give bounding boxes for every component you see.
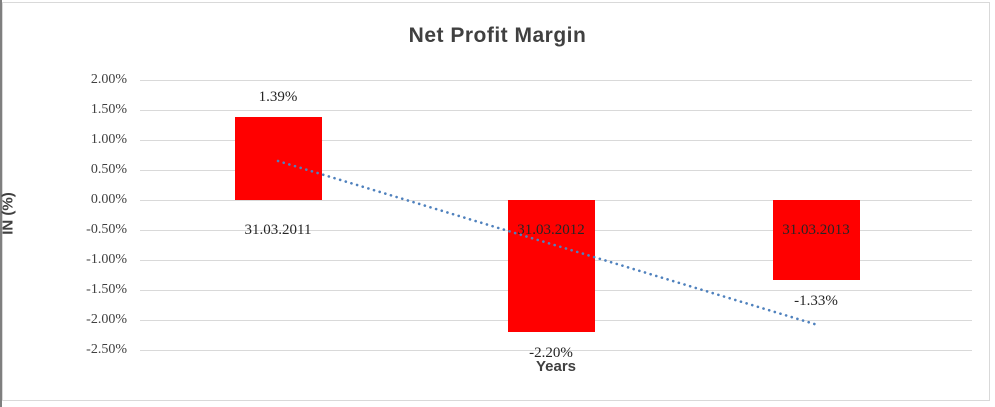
gridline <box>140 349 972 351</box>
data-label[interactable]: -1.33% <box>794 292 838 309</box>
bar-31.03.2011[interactable] <box>234 116 322 200</box>
y-tick-label: 1.50% <box>90 102 127 117</box>
y-tick-label: -2.50% <box>86 342 127 357</box>
y-tick-label: -2.00% <box>86 312 127 327</box>
y-tick-label: -1.00% <box>86 252 127 267</box>
y-tick-label: -0.50% <box>86 222 127 237</box>
gridline <box>140 139 972 141</box>
bar-31.03.2013[interactable] <box>772 200 860 280</box>
y-tick-label: -1.50% <box>86 282 127 297</box>
chart-title[interactable]: Net Profit Margin <box>408 24 587 47</box>
bar-31.03.2012[interactable] <box>507 200 595 332</box>
y-tick-label: 0.00% <box>90 192 127 207</box>
y-tick-label: 2.00% <box>90 72 127 87</box>
gridline <box>140 79 972 81</box>
y-tick-label: 0.50% <box>90 162 127 177</box>
x-axis-title[interactable]: Years <box>535 358 577 375</box>
category-label[interactable]: 31.03.2012 <box>517 222 585 238</box>
data-label[interactable]: 1.39% <box>258 88 298 105</box>
category-label[interactable]: 31.03.2011 <box>244 222 312 238</box>
gridline <box>140 109 972 111</box>
y-tick-label: 1.00% <box>90 132 127 147</box>
data-label[interactable]: -2.20% <box>529 345 573 361</box>
screenshot-left-edge <box>0 0 2 407</box>
category-label[interactable]: 31.03.2013 <box>782 222 850 238</box>
